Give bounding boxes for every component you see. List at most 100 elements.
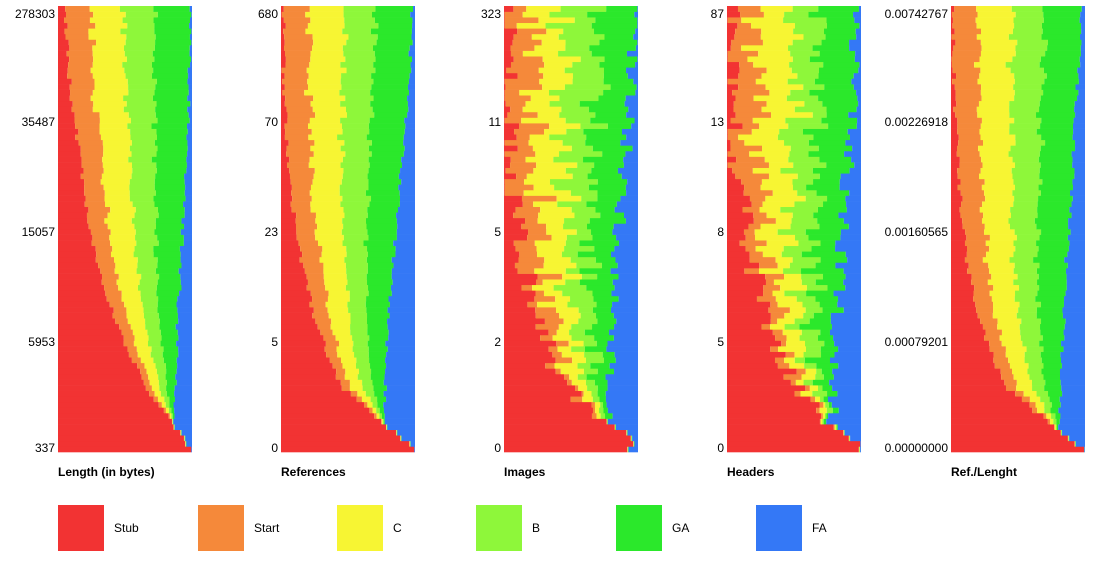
bar-segment-ga: [597, 385, 608, 391]
bar-segment-c: [755, 234, 796, 241]
bar-segment-ga: [815, 279, 844, 286]
bar-segment-c: [805, 368, 817, 375]
bar-segment-c: [100, 134, 131, 141]
bar-segment-fa: [189, 33, 192, 40]
bar-segment-start: [336, 368, 346, 375]
bar-segment-fa: [393, 240, 415, 247]
bar-segment-ga: [809, 56, 855, 63]
bar-segment-stub: [58, 111, 75, 118]
bar-segment-stub: [951, 106, 954, 113]
bar-segment-fa: [187, 123, 192, 129]
bar-segment-fa: [633, 78, 638, 85]
bar-segment-fa: [1078, 72, 1085, 79]
bar-segment-start: [285, 56, 311, 63]
bar-segment-ga: [374, 50, 409, 57]
bar-segment-b: [345, 150, 372, 157]
bar-segment-fa: [1065, 290, 1085, 297]
tick-label: 0: [271, 441, 278, 455]
bar-segment-start: [96, 251, 111, 258]
bar-segment-ga: [587, 173, 622, 180]
bar-segment-fa: [390, 284, 415, 291]
bar-segment-fa: [854, 17, 861, 24]
bar-segment-fa: [845, 273, 861, 280]
bar-segment-start: [745, 234, 756, 241]
tick-label: 87: [711, 7, 725, 21]
bar-segment-stub: [727, 139, 731, 146]
bar-segment-ga: [826, 111, 849, 118]
bar-segment-fa: [407, 111, 415, 118]
bar-segment-fa: [407, 84, 415, 90]
bar-segment-c: [519, 89, 549, 96]
bar-segment-ga: [1042, 6, 1082, 12]
bar-segment-b: [564, 67, 604, 74]
legend-label-start: Start: [254, 521, 280, 535]
legend-swatch-ga: [616, 505, 662, 551]
bar-segment-b: [158, 379, 167, 386]
bar-segment-stub: [58, 351, 129, 358]
bar-segment-b: [571, 346, 585, 352]
bar-segment-b: [124, 50, 153, 57]
bar-segment-stub: [504, 307, 536, 313]
bar-segment-fa: [397, 223, 415, 230]
bar-segment-b: [578, 318, 598, 325]
bar-segment-start: [84, 178, 101, 185]
bar-segment-stub: [727, 318, 771, 325]
bar-segment-b: [569, 329, 585, 336]
bar-segment-ga: [1039, 106, 1075, 113]
bar-segment-fa: [1080, 33, 1085, 40]
bar-segment-b: [134, 245, 154, 252]
bar-segment-start: [289, 167, 315, 174]
bar-segment-stub: [281, 435, 401, 442]
bar-segment-fa: [187, 67, 192, 74]
bar-segment-c: [985, 195, 1015, 202]
bar-segment-fa: [855, 28, 861, 35]
bar-segment-ga: [577, 251, 612, 258]
bar-segment-stub: [951, 262, 969, 269]
bar-segment-c: [537, 111, 560, 118]
bar-segment-start: [332, 362, 343, 369]
bar-segment-b: [342, 128, 370, 135]
bar-segment-start: [306, 273, 324, 280]
bar-segment-start: [739, 240, 767, 247]
bar-segment-b: [784, 139, 809, 146]
bar-segment-b: [153, 357, 164, 364]
bar-segment-c: [546, 28, 564, 35]
bar-segment-ga: [591, 167, 618, 174]
bar-segment-fa: [829, 329, 861, 336]
bar-segment-stub: [58, 50, 67, 57]
bar-segment-b: [349, 290, 369, 297]
bar-segment-b: [343, 234, 369, 241]
bar-segment-start: [957, 184, 982, 191]
bar-segment-c: [154, 390, 161, 397]
bar-segment-stub: [58, 273, 103, 280]
bar-segment-fa: [401, 156, 415, 163]
bar-segment-b: [1032, 385, 1045, 391]
bar-segment-start: [1001, 373, 1014, 380]
bar-segment-b: [362, 385, 374, 391]
bar-segment-ga: [157, 256, 181, 263]
bar-segment-stub: [281, 106, 287, 113]
bar-segment-b: [789, 61, 824, 68]
bar-segment-fa: [628, 446, 638, 453]
bar-segment-b: [574, 17, 596, 24]
bar-segment-fa: [178, 334, 192, 341]
bar-segment-start: [581, 390, 584, 397]
bar-segment-fa: [850, 435, 861, 442]
bar-segment-b: [592, 396, 600, 403]
bar-segment-b: [576, 229, 592, 235]
bar-segment-stub: [504, 301, 528, 308]
bar-segment-c: [993, 307, 1019, 313]
bar-segment-c: [766, 212, 793, 219]
bar-segment-fa: [386, 351, 415, 358]
bar-segment-ga: [153, 6, 190, 12]
bar-segment-c: [749, 150, 790, 157]
bar-segment-start: [286, 145, 311, 152]
bar-segment-start: [281, 11, 306, 18]
bar-segment-start: [81, 156, 103, 163]
bar-segment-ga: [813, 212, 839, 219]
bar-segment-c: [980, 123, 1010, 129]
bar-segment-fa: [1068, 245, 1085, 252]
bar-segment-c: [596, 412, 601, 419]
bar-segment-c: [112, 245, 135, 252]
bar-segment-fa: [189, 45, 192, 51]
